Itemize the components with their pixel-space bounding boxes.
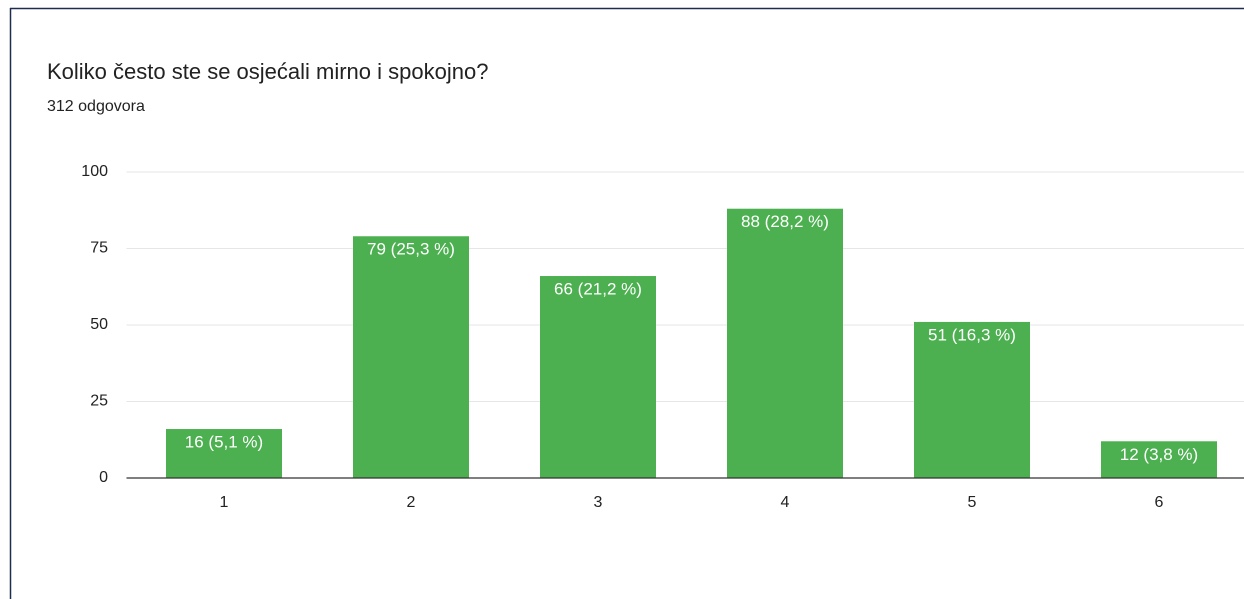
bar — [1101, 441, 1217, 478]
x-tick-label: 4 — [781, 494, 790, 511]
data-label: 88 (28,2 %) — [741, 212, 829, 231]
x-tick-label: 5 — [968, 494, 977, 511]
data-label: 16 (5,1 %) — [185, 433, 263, 452]
data-label: 79 (25,3 %) — [367, 240, 455, 259]
y-tick-label: 100 — [81, 163, 108, 180]
y-tick-label: 25 — [90, 393, 108, 410]
y-tick-label: 75 — [90, 240, 108, 257]
bar — [540, 276, 656, 478]
y-tick-label: 0 — [99, 469, 108, 486]
x-tick-label: 1 — [220, 494, 229, 511]
x-tick-label: 6 — [1155, 494, 1164, 511]
x-tick-label: 2 — [407, 494, 416, 511]
x-tick-label: 3 — [594, 494, 603, 511]
bar — [727, 208, 843, 478]
data-label: 51 (16,3 %) — [928, 325, 1016, 344]
chart-subtitle: 312 odgovora — [47, 98, 145, 115]
bar — [914, 321, 1030, 478]
data-label: 12 (3,8 %) — [1120, 445, 1198, 464]
y-tick-label: 50 — [90, 316, 108, 333]
bar — [353, 236, 469, 478]
bar — [166, 429, 282, 478]
data-label: 66 (21,2 %) — [554, 280, 642, 299]
chart-title: Koliko često ste se osjećali mirno i spo… — [47, 59, 488, 84]
